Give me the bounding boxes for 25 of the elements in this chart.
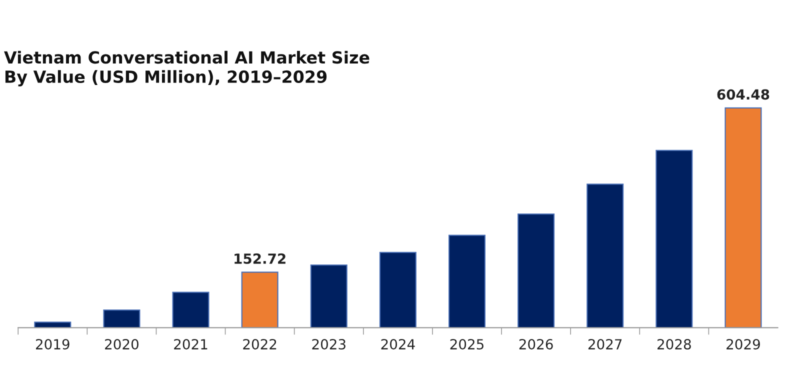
x-tick-label: 2022 [243,339,276,350]
data-label: 152.72 [234,253,286,264]
x-tick-label: 2023 [312,339,346,350]
x-tick-label: 2026 [519,339,553,350]
x-tick-label: 2025 [450,339,484,350]
bar [586,184,624,328]
bar [724,107,762,328]
x-tick-label: 2028 [658,339,691,350]
x-tick-label: 2020 [105,339,138,350]
data-label: 604.48 [717,89,770,100]
chart-title: Vietnam Conversational AI Market Size By Value (USD Million), 2019–2029 [4,50,370,86]
bar [241,272,278,328]
bar [518,214,555,328]
bar [656,150,693,328]
x-tick-label: 2024 [381,339,415,350]
bar [310,264,348,328]
x-tick-label: 2027 [588,339,622,350]
x-tick-label: 2019 [36,339,70,350]
bar [34,322,72,328]
x-tick-label: 2029 [726,339,760,350]
bar [379,252,416,328]
bar [103,309,140,328]
bar [172,292,210,328]
bar [448,234,486,328]
x-tick-label: 2021 [174,339,208,350]
